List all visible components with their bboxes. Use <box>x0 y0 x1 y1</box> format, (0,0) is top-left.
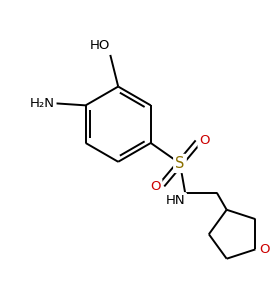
Text: HN: HN <box>165 194 185 207</box>
Text: O: O <box>150 180 161 193</box>
Text: HO: HO <box>90 39 111 52</box>
Text: O: O <box>199 134 210 147</box>
Text: S: S <box>175 156 185 171</box>
Text: H₂N: H₂N <box>30 97 55 110</box>
Text: O: O <box>259 243 270 256</box>
